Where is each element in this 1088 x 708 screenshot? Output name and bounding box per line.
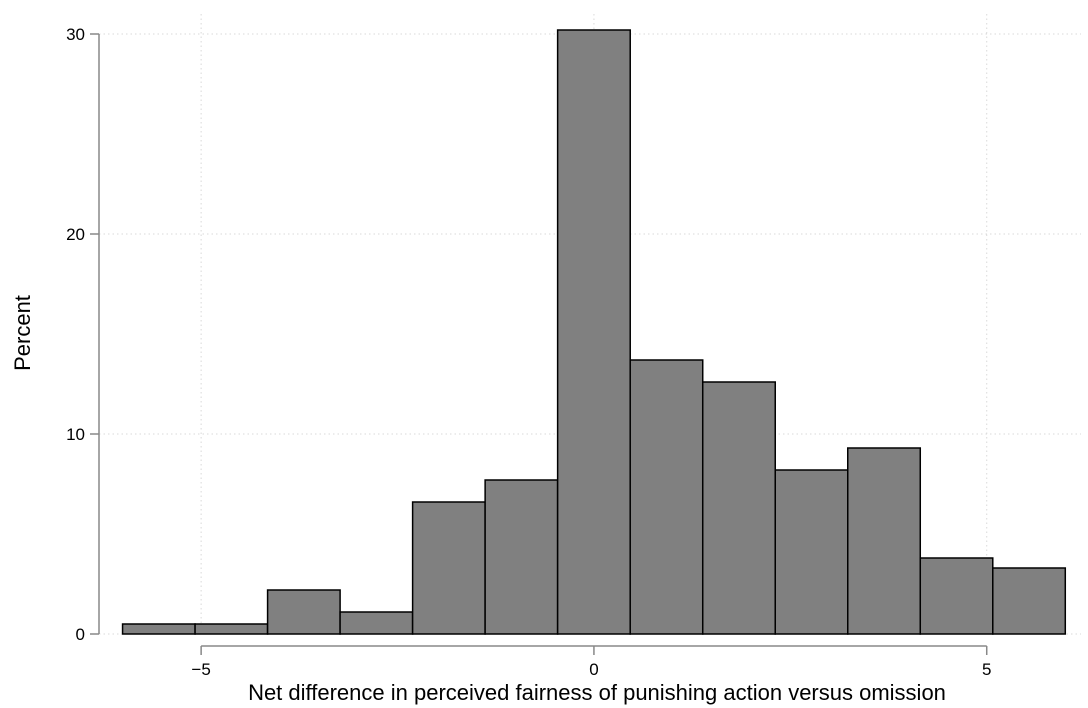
axes: 0 10 20 30 −5 0 5 (66, 25, 991, 679)
histogram-bar (484, 479, 559, 635)
x-tick-label: −5 (191, 660, 210, 679)
x-tick-label: 0 (589, 660, 598, 679)
histogram-bar (701, 381, 776, 635)
y-axis-title: Percent (10, 295, 35, 371)
histogram-bar (194, 623, 269, 635)
histogram-bar (121, 623, 196, 635)
histogram-bar (992, 567, 1067, 635)
y-tick-label: 0 (76, 625, 85, 644)
histogram-bar (629, 359, 704, 635)
histogram-bar (411, 501, 486, 635)
histogram-bar (339, 611, 414, 635)
x-tick-label: 5 (982, 660, 991, 679)
y-tick-label: 20 (66, 225, 85, 244)
y-tick-label: 30 (66, 25, 85, 44)
histogram-bar (556, 29, 631, 635)
y-tick-label: 10 (66, 425, 85, 444)
histogram-bar (266, 589, 341, 635)
histogram-bar (847, 447, 922, 635)
histogram-bar (919, 557, 994, 635)
histogram-bars (121, 29, 1067, 635)
histogram-bar (774, 469, 849, 635)
x-axis-title: Net difference in perceived fairness of … (248, 680, 946, 705)
